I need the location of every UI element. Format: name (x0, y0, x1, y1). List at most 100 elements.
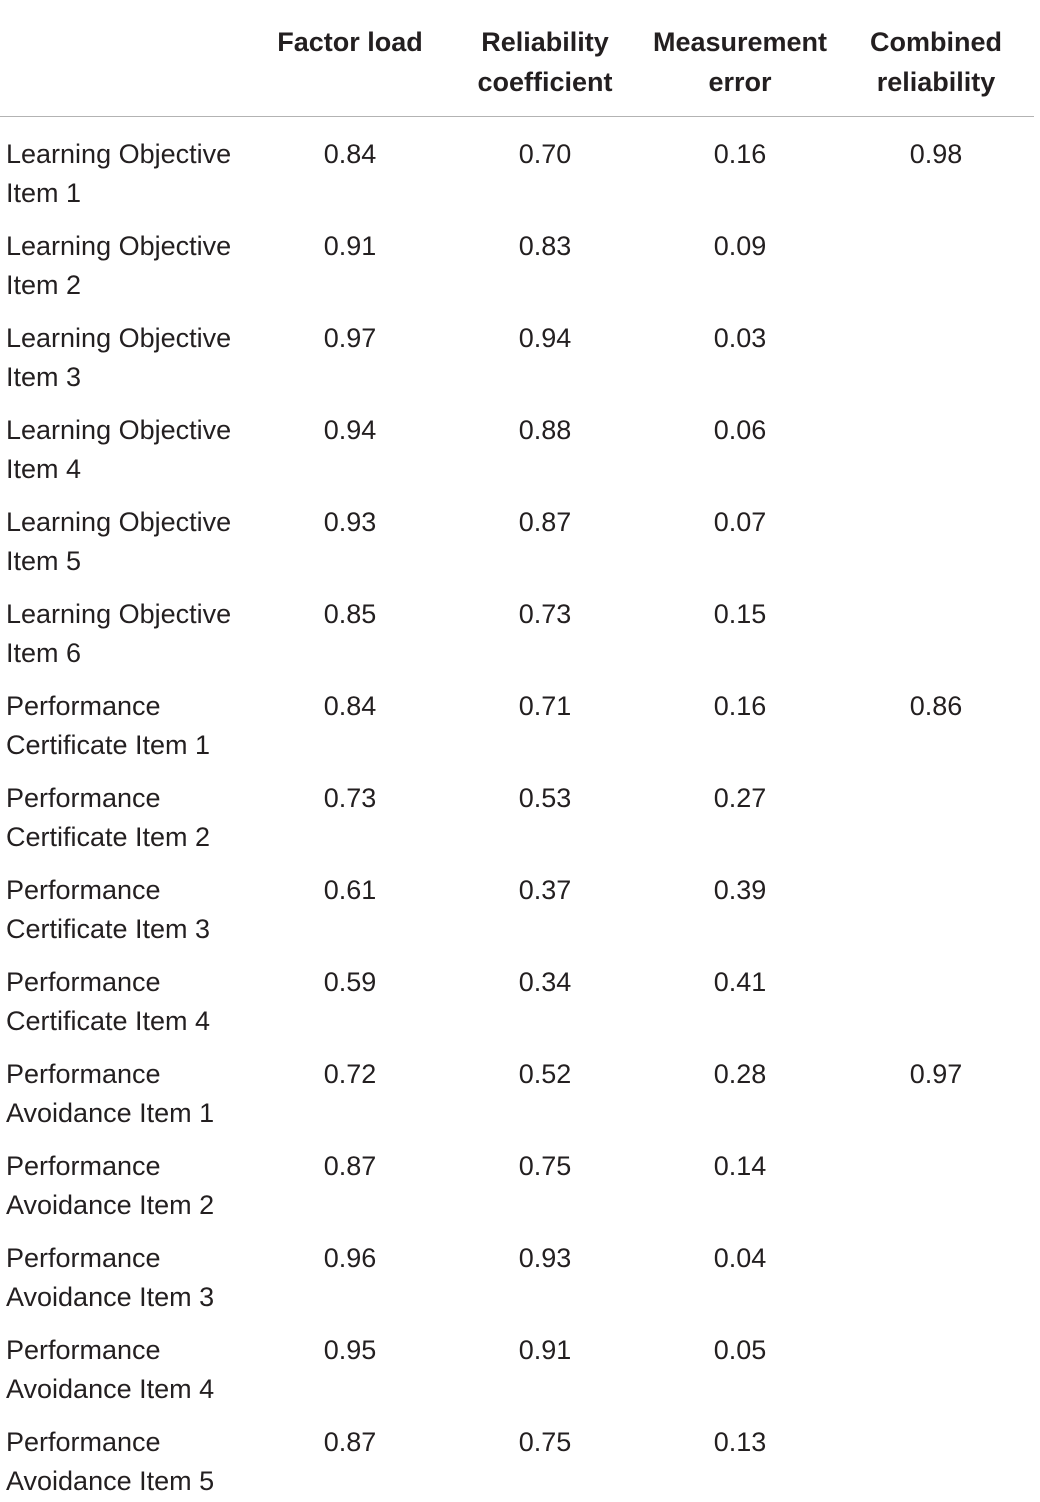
item-label-cell: Performance Avoidance Item 2 (0, 1134, 252, 1226)
combined-reliability-cell (838, 1226, 1034, 1318)
factor-load-cell: 0.84 (323, 690, 377, 721)
reliability-coefficient-cell: 0.52 (518, 1058, 572, 1089)
combined-reliability-cell (838, 306, 1034, 398)
header-line: Combined (870, 27, 1002, 57)
measurement-error-cell: 0.09 (713, 230, 767, 261)
item-label-cell: Performance Avoidance Item 1 (0, 1042, 252, 1134)
item-label-line: Performance (6, 874, 161, 905)
reliability-coefficient-cell: 0.53 (518, 782, 572, 813)
combined-reliability-cell (838, 950, 1034, 1042)
item-label-line: Certificate Item 2 (6, 822, 211, 852)
factor-load-cell: 0.94 (323, 414, 377, 445)
item-label-cell: Learning Objective Item 3 (0, 306, 252, 398)
item-label-line: Avoidance Item 4 (6, 1374, 215, 1404)
item-label-line: Avoidance Item 5 (6, 1466, 215, 1496)
item-label-line: Performance (6, 1058, 161, 1089)
item-label-line: Item 4 (6, 454, 82, 484)
combined-reliability-cell (838, 398, 1034, 490)
reliability-coefficient-cell: 0.91 (518, 1334, 572, 1365)
header-line: Factor load (277, 27, 423, 57)
table-header: Factor load Reliability coefficient Meas… (0, 8, 1034, 117)
header-combined-reliability: Combined reliability (838, 8, 1034, 117)
item-label-line: Item 2 (6, 270, 82, 300)
table-row: Performance Certificate Item 3 0.61 0.37 0.3… (0, 858, 1034, 950)
measurement-error-cell: 0.14 (713, 1150, 767, 1181)
item-label-line: Avoidance Item 1 (6, 1098, 215, 1128)
item-label-line: Performance (6, 1426, 161, 1457)
table-body: Learning Objective Item 1 0.84 0.70 0.16 0.98… (0, 116, 1034, 1502)
combined-reliability-cell (838, 1318, 1034, 1410)
header-line: coefficient (477, 67, 613, 97)
reliability-coefficient-cell: 0.93 (518, 1242, 572, 1273)
item-label-line: Performance (6, 690, 161, 721)
factor-load-cell: 0.91 (323, 230, 377, 261)
table-row: Performance Avoidance Item 1 0.72 0.52 0.28 0… (0, 1042, 1034, 1134)
measurement-error-cell: 0.16 (713, 138, 767, 169)
reliability-coefficient-cell: 0.75 (518, 1150, 572, 1181)
reliability-table: Factor load Reliability coefficient Meas… (0, 8, 1034, 1502)
reliability-coefficient-cell: 0.94 (518, 322, 572, 353)
header-measurement-error: Measurement error (642, 8, 838, 117)
item-label-cell: Performance Avoidance Item 4 (0, 1318, 252, 1410)
measurement-error-cell: 0.41 (713, 966, 767, 997)
item-label-line: Performance (6, 966, 161, 997)
item-label-line: Item 6 (6, 638, 82, 668)
item-label-line: Learning Objective (6, 230, 232, 261)
combined-reliability-cell (838, 490, 1034, 582)
item-label-line: Certificate Item 4 (6, 1006, 211, 1036)
factor-load-cell: 0.59 (323, 966, 377, 997)
reliability-coefficient-cell: 0.73 (518, 598, 572, 629)
reliability-coefficient-cell: 0.71 (518, 690, 572, 721)
header-line: Reliability (481, 27, 609, 57)
factor-load-cell: 0.95 (323, 1334, 377, 1365)
measurement-error-cell: 0.15 (713, 598, 767, 629)
item-label-line: Item 1 (6, 178, 82, 208)
factor-load-cell: 0.61 (323, 874, 377, 905)
table-row: Learning Objective Item 4 0.94 0.88 0.06 (0, 398, 1034, 490)
header-item (0, 8, 252, 117)
item-label-line: Learning Objective (6, 414, 232, 445)
measurement-error-cell: 0.39 (713, 874, 767, 905)
header-line: error (708, 67, 772, 97)
item-label-cell: Learning Objective Item 6 (0, 582, 252, 674)
item-label-cell: Learning Objective Item 1 (0, 116, 252, 214)
combined-reliability-cell (838, 858, 1034, 950)
item-label-cell: Learning Objective Item 4 (0, 398, 252, 490)
measurement-error-cell: 0.28 (713, 1058, 767, 1089)
table-row: Learning Objective Item 2 0.91 0.83 0.09 (0, 214, 1034, 306)
item-label-line: Learning Objective (6, 598, 232, 629)
combined-reliability-cell (838, 766, 1034, 858)
factor-load-cell: 0.96 (323, 1242, 377, 1273)
combined-reliability-cell (838, 214, 1034, 306)
measurement-error-cell: 0.06 (713, 414, 767, 445)
header-row: Factor load Reliability coefficient Meas… (0, 8, 1034, 117)
table-row: Learning Objective Item 5 0.93 0.87 0.07 (0, 490, 1034, 582)
measurement-error-cell: 0.05 (713, 1334, 767, 1365)
table-row: Performance Avoidance Item 4 0.95 0.91 0.05 (0, 1318, 1034, 1410)
reliability-coefficient-cell: 0.37 (518, 874, 572, 905)
factor-load-cell: 0.72 (323, 1058, 377, 1089)
reliability-coefficient-cell: 0.88 (518, 414, 572, 445)
table-row: Performance Certificate Item 2 0.73 0.53 0.2… (0, 766, 1034, 858)
item-label-cell: Performance Certificate Item 3 (0, 858, 252, 950)
item-label-cell: Learning Objective Item 2 (0, 214, 252, 306)
measurement-error-cell: 0.13 (713, 1426, 767, 1457)
table-row: Learning Objective Item 6 0.85 0.73 0.15 (0, 582, 1034, 674)
item-label-line: Performance (6, 1150, 161, 1181)
measurement-error-cell: 0.16 (713, 690, 767, 721)
table-row: Performance Certificate Item 1 0.84 0.71 0.1… (0, 674, 1034, 766)
measurement-error-cell: 0.04 (713, 1242, 767, 1273)
header-line: reliability (876, 67, 996, 97)
table-row: Performance Avoidance Item 3 0.96 0.93 0.04 (0, 1226, 1034, 1318)
item-label-line: Performance (6, 1334, 161, 1365)
item-label-line: Certificate Item 1 (6, 730, 211, 760)
factor-load-cell: 0.85 (323, 598, 377, 629)
item-label-line: Performance (6, 782, 161, 813)
measurement-error-cell: 0.27 (713, 782, 767, 813)
item-label-line: Certificate Item 3 (6, 914, 211, 944)
header-line: Measurement (652, 27, 828, 57)
factor-load-cell: 0.93 (323, 506, 377, 537)
item-label-cell: Learning Objective Item 5 (0, 490, 252, 582)
reliability-coefficient-cell: 0.34 (518, 966, 572, 997)
reliability-coefficient-cell: 0.87 (518, 506, 572, 537)
